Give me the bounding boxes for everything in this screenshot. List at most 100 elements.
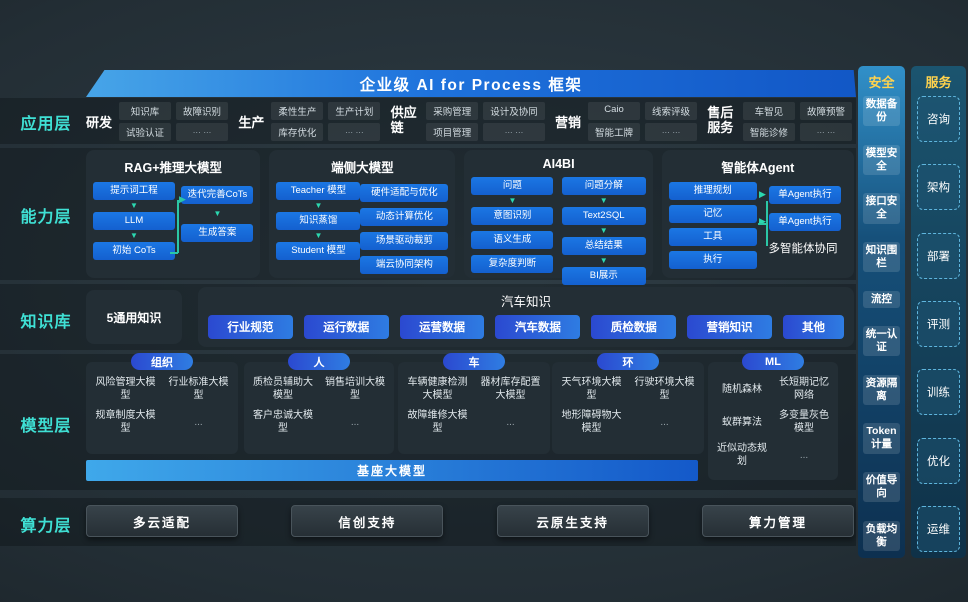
flow-box: 硬件适配与优化 xyxy=(360,184,449,202)
model-group-pill: 组织 xyxy=(131,353,193,370)
model-cell: 行驶环境大模型 xyxy=(634,377,695,401)
model-cell-more: ... xyxy=(350,416,360,428)
model-group-pill: 环 xyxy=(597,353,659,370)
flow-box: 迭代完善CoTs xyxy=(181,186,254,204)
flow-box: 问题分解 xyxy=(561,177,646,195)
flow-box: 记忆 xyxy=(668,204,757,223)
model-cell: 近似动态规划 xyxy=(717,443,767,467)
app-group-label: 生产 xyxy=(238,114,265,130)
model-cell: 车辆健康检测大模型 xyxy=(407,377,468,401)
compute-button: 云原生支持 xyxy=(496,505,649,537)
service-item: 咨询 xyxy=(917,96,960,142)
app-chip: 试验认证 xyxy=(119,122,172,141)
compute-button: 多云适配 xyxy=(86,505,238,537)
flow-box: 单Agent执行 xyxy=(768,186,841,204)
service-item: 评测 xyxy=(917,300,960,347)
model-cell: 客户忠诚大模型 xyxy=(253,410,313,434)
panel-title: AI4BI xyxy=(542,157,575,171)
security-item: 统一认证 xyxy=(863,326,900,357)
knowledge-chip: 营销知识 xyxy=(687,315,772,339)
model-cell: 规章制度大模型 xyxy=(95,410,156,434)
application-layer-band xyxy=(0,98,856,144)
panel-rag-reasoning: RAG+推理大模型 提示词工程 ▼ LLM ▼ 初始 CoTs 迭代完善CoTs… xyxy=(86,150,261,278)
service-column: 服务 咨询 架构 部署 评测 训练 优化 运维 xyxy=(911,66,966,558)
knowledge-chip: 运行数据 xyxy=(303,315,389,339)
security-item-list: 数据备份 模型安全 接口安全 知识围栏 流控 统一认证 资源隔离 Token计量… xyxy=(858,91,905,553)
app-chip: 项目管理 xyxy=(426,122,479,141)
compute-button: 信创支持 xyxy=(291,505,444,537)
arrow-down-icon: ▼ xyxy=(314,230,323,240)
compute-button: 算力管理 xyxy=(701,505,854,537)
model-cell: 长短期记忆网络 xyxy=(779,377,829,401)
app-group-after-sales: 售后服务 车智见 故障预警 智能诊修 ... ... xyxy=(707,101,852,141)
model-cell: 随机森林 xyxy=(722,383,762,395)
base-model-banner: 基座大模型 xyxy=(86,460,698,481)
security-column-title: 安全 xyxy=(868,75,895,90)
layer-label-knowledge: 知识库 xyxy=(20,314,72,331)
arrow-down-icon: ▼ xyxy=(599,225,608,235)
app-chip: 设计及协同 xyxy=(483,101,545,120)
connector-line xyxy=(757,223,767,225)
security-item: 价值导向 xyxy=(863,472,900,503)
model-group-ml: ML 随机森林 长短期记忆网络 蚁群算法 多变量灰色模型 近似动态规划 ... xyxy=(708,353,838,480)
knowledge-chip-row: 行业规范 运行数据 运营数据 汽车数据 质检数据 营销知识 其他 xyxy=(208,315,845,339)
app-chip-grid: Caio 线索评级 智能工牌 ... ... xyxy=(588,101,698,141)
flow-box: Teacher 模型 xyxy=(276,182,361,200)
flow-box: Text2SQL xyxy=(561,206,646,225)
app-chip: 故障预警 xyxy=(799,101,852,120)
arrow-down-icon: ▼ xyxy=(599,255,608,265)
service-item: 优化 xyxy=(917,437,960,484)
model-group-pill: 车 xyxy=(443,353,505,370)
app-group-rnd: 研发 知识库 故障识别 试验认证 ... ... xyxy=(86,101,229,141)
app-chip: 库存优化 xyxy=(271,122,324,141)
rag-flow: 提示词工程 ▼ LLM ▼ 初始 CoTs 迭代完善CoTs ▼ 生成答案 ▶ xyxy=(93,182,254,260)
panel-title: RAG+推理大模型 xyxy=(124,161,222,175)
arrow-right-icon: ▶ xyxy=(759,216,766,227)
banner-title: 企业级 AI for Process 框架 xyxy=(86,70,856,97)
app-chip: 智能工牌 xyxy=(588,122,641,141)
service-item: 训练 xyxy=(917,369,960,416)
security-item: 资源隔离 xyxy=(863,374,900,405)
model-cell: 风险管理大模型 xyxy=(95,377,156,401)
knowledge-chip: 运营数据 xyxy=(399,315,485,339)
model-group-organization: 组织 风险管理大模型 行业标准大模型 规章制度大模型 ... xyxy=(86,353,238,454)
app-group-marketing: 营销 Caio 线索评级 智能工牌 ... ... xyxy=(555,101,698,141)
model-cell: 销售培训大模型 xyxy=(325,377,385,401)
layer-label-compute: 算力层 xyxy=(20,518,72,535)
connector-line xyxy=(170,252,178,254)
app-chip: 故障识别 xyxy=(176,101,229,120)
security-item: 模型安全 xyxy=(863,144,900,175)
panel-agent: 智能体Agent 推理规划 记忆 工具 执行 ▶ 单Agent执行 ▶ 单Age… xyxy=(661,150,854,278)
app-group-label: 供应链 xyxy=(390,105,417,135)
security-item: 负载均衡 xyxy=(863,520,900,551)
flow-box: 语义生成 xyxy=(471,230,554,249)
knowledge-chip: 汽车数据 xyxy=(495,315,581,339)
model-cell: 多变量灰色模型 xyxy=(779,410,829,434)
app-chip-more: ... ... xyxy=(328,122,381,141)
knowledge-chip: 其他 xyxy=(782,315,845,339)
app-group-production: 生产 柔性生产 生产计划 库存优化 ... ... xyxy=(238,101,381,141)
arrow-down-icon: ▼ xyxy=(314,200,323,210)
service-item-list: 咨询 架构 部署 评测 训练 优化 运维 xyxy=(911,91,966,552)
security-column: 安全 数据备份 模型安全 接口安全 知识围栏 流控 统一认证 资源隔离 Toke… xyxy=(858,66,905,558)
flow-box: 执行 xyxy=(668,250,757,269)
flow-box: 复杂度判断 xyxy=(471,254,554,273)
model-cell: 器材库存配置大模型 xyxy=(480,377,541,401)
model-cell-more: ... xyxy=(506,416,515,428)
app-chip: 车智见 xyxy=(742,101,795,120)
flow-box: 总结结果 xyxy=(561,236,646,255)
flow-box: 端云协同架构 xyxy=(360,255,449,274)
app-chip-more: ... ... xyxy=(483,122,545,141)
arrow-down-icon: ▼ xyxy=(213,208,222,218)
flow-box: 推理规划 xyxy=(668,182,757,200)
security-item: 接口安全 xyxy=(863,193,900,224)
app-chip-more: ... ... xyxy=(799,122,852,141)
app-group-label: 售后服务 xyxy=(707,105,734,135)
auto-knowledge-panel: 汽车知识 行业规范 运行数据 运营数据 汽车数据 质检数据 营销知识 其他 xyxy=(198,287,854,347)
model-cell: 地形障碍物大模型 xyxy=(561,410,622,434)
flow-box: 初始 CoTs xyxy=(93,241,175,260)
layer-label-application: 应用层 xyxy=(20,116,72,133)
arrow-down-icon: ▼ xyxy=(508,195,517,205)
model-group-people: 人 质检员辅助大模型 销售培训大模型 客户忠诚大模型 ... xyxy=(244,353,394,454)
app-chip-grid: 柔性生产 生产计划 库存优化 ... ... xyxy=(271,101,381,141)
